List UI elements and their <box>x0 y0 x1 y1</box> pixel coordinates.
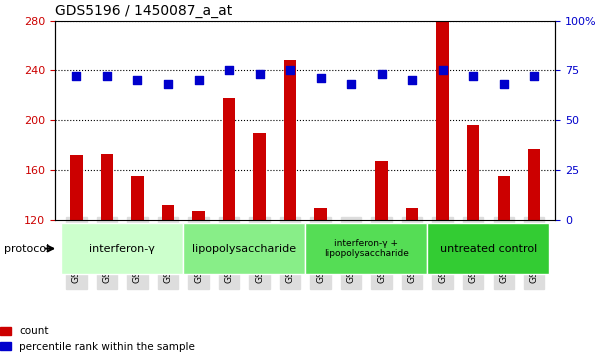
Text: interferon-γ: interferon-γ <box>90 244 155 254</box>
Point <box>102 74 112 79</box>
Bar <box>223 98 235 363</box>
Text: GDS5196 / 1450087_a_at: GDS5196 / 1450087_a_at <box>55 4 233 18</box>
Legend: count, percentile rank within the sample: count, percentile rank within the sample <box>0 326 195 352</box>
Bar <box>70 155 82 363</box>
FancyBboxPatch shape <box>427 223 549 274</box>
Point <box>468 74 478 79</box>
Point <box>407 78 417 83</box>
Point <box>316 76 325 81</box>
Bar <box>467 125 479 363</box>
Bar <box>284 61 296 363</box>
Bar <box>376 162 388 363</box>
Point <box>255 72 264 77</box>
Bar <box>101 154 113 363</box>
Point <box>163 82 173 87</box>
Point <box>438 68 447 73</box>
Text: lipopolysaccharide: lipopolysaccharide <box>192 244 296 254</box>
Point <box>529 74 539 79</box>
Point <box>285 68 295 73</box>
FancyBboxPatch shape <box>61 223 183 274</box>
Bar <box>254 133 266 363</box>
Bar <box>314 208 327 363</box>
Bar <box>528 149 540 363</box>
Text: interferon-γ +
lipopolysaccharide: interferon-γ + lipopolysaccharide <box>324 239 409 258</box>
Point <box>72 74 81 79</box>
Bar <box>436 21 449 363</box>
Point <box>224 68 234 73</box>
Point <box>377 72 386 77</box>
Text: protocol: protocol <box>4 244 49 254</box>
Bar <box>498 176 510 363</box>
Bar <box>406 208 418 363</box>
FancyBboxPatch shape <box>183 223 305 274</box>
Point <box>133 78 142 83</box>
Point <box>194 78 203 83</box>
Bar <box>192 211 204 363</box>
Bar <box>132 176 144 363</box>
FancyBboxPatch shape <box>305 223 427 274</box>
Text: untreated control: untreated control <box>440 244 537 254</box>
Bar <box>162 205 174 363</box>
Bar <box>345 220 357 363</box>
Point <box>346 82 356 87</box>
Point <box>499 82 508 87</box>
